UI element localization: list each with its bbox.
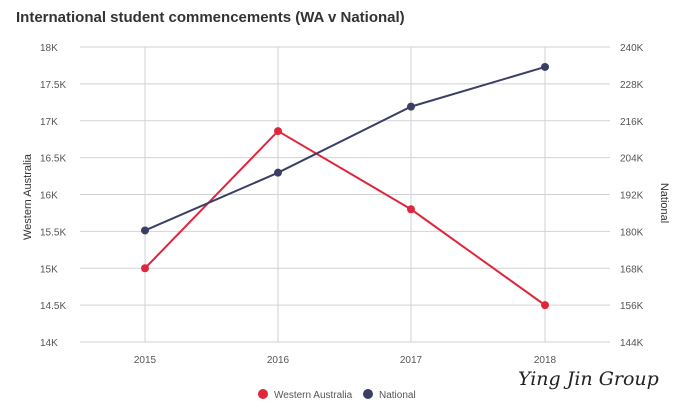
left-tick-label: 14K: [40, 338, 58, 349]
data-point-western-australia: [407, 205, 415, 214]
chart-title: International student commencements (WA …: [16, 9, 405, 26]
data-point-national: [141, 226, 149, 235]
x-axis-ticks: 2015 2016 2017 2018: [134, 355, 557, 366]
legend-swatch-national: [363, 389, 373, 399]
right-tick-label: 144K: [620, 338, 644, 349]
x-tick-label: 2018: [534, 355, 557, 366]
left-tick-label: 16K: [40, 191, 58, 202]
grid: [80, 46, 610, 343]
right-tick-label: 156K: [620, 301, 644, 312]
left-tick-label: 15.5K: [40, 227, 66, 238]
legend-label-national: National: [379, 390, 416, 401]
x-tick-label: 2016: [267, 355, 290, 366]
legend-label-western-australia: Western Australia: [274, 390, 353, 401]
left-tick-label: 17.5K: [40, 80, 66, 91]
right-tick-label: 228K: [620, 80, 644, 91]
left-tick-label: 16.5K: [40, 154, 66, 165]
right-tick-label: 216K: [620, 117, 644, 128]
right-tick-label: 180K: [620, 227, 644, 238]
data-point-national: [407, 102, 415, 111]
right-tick-label: 168K: [620, 264, 644, 275]
series-line-western-australia: [144, 129, 546, 306]
right-tick-label: 192K: [620, 191, 644, 202]
right-tick-label: 204K: [620, 154, 644, 165]
data-point-western-australia: [141, 264, 149, 273]
legend: Western Australia National: [258, 389, 416, 401]
x-tick-label: 2017: [400, 355, 423, 366]
data-point-national: [274, 168, 282, 177]
left-tick-label: 14.5K: [40, 301, 66, 312]
watermark: Ying Jin Group: [518, 368, 659, 390]
left-axis-label: Western Australia: [22, 153, 34, 240]
right-axis-ticks: 144K 156K 168K 180K 192K 204K 216K 228K 240K: [620, 43, 644, 349]
left-tick-label: 15K: [40, 264, 58, 275]
data-point-western-australia: [541, 301, 549, 310]
left-tick-label: 18K: [40, 43, 58, 54]
left-axis-ticks: 14K 14.5K 15K 15.5K 16K 16.5K 17K 17.5K 18K: [40, 43, 66, 349]
x-tick-label: 2015: [134, 355, 157, 366]
right-tick-label: 240K: [620, 43, 644, 54]
data-point-western-australia: [274, 127, 282, 136]
right-axis-label: National: [658, 183, 670, 223]
series-layer: [141, 62, 549, 310]
legend-swatch-western-australia: [258, 389, 268, 399]
series-line-national: [144, 66, 546, 232]
left-tick-label: 17K: [40, 117, 58, 128]
data-point-national: [541, 62, 549, 71]
